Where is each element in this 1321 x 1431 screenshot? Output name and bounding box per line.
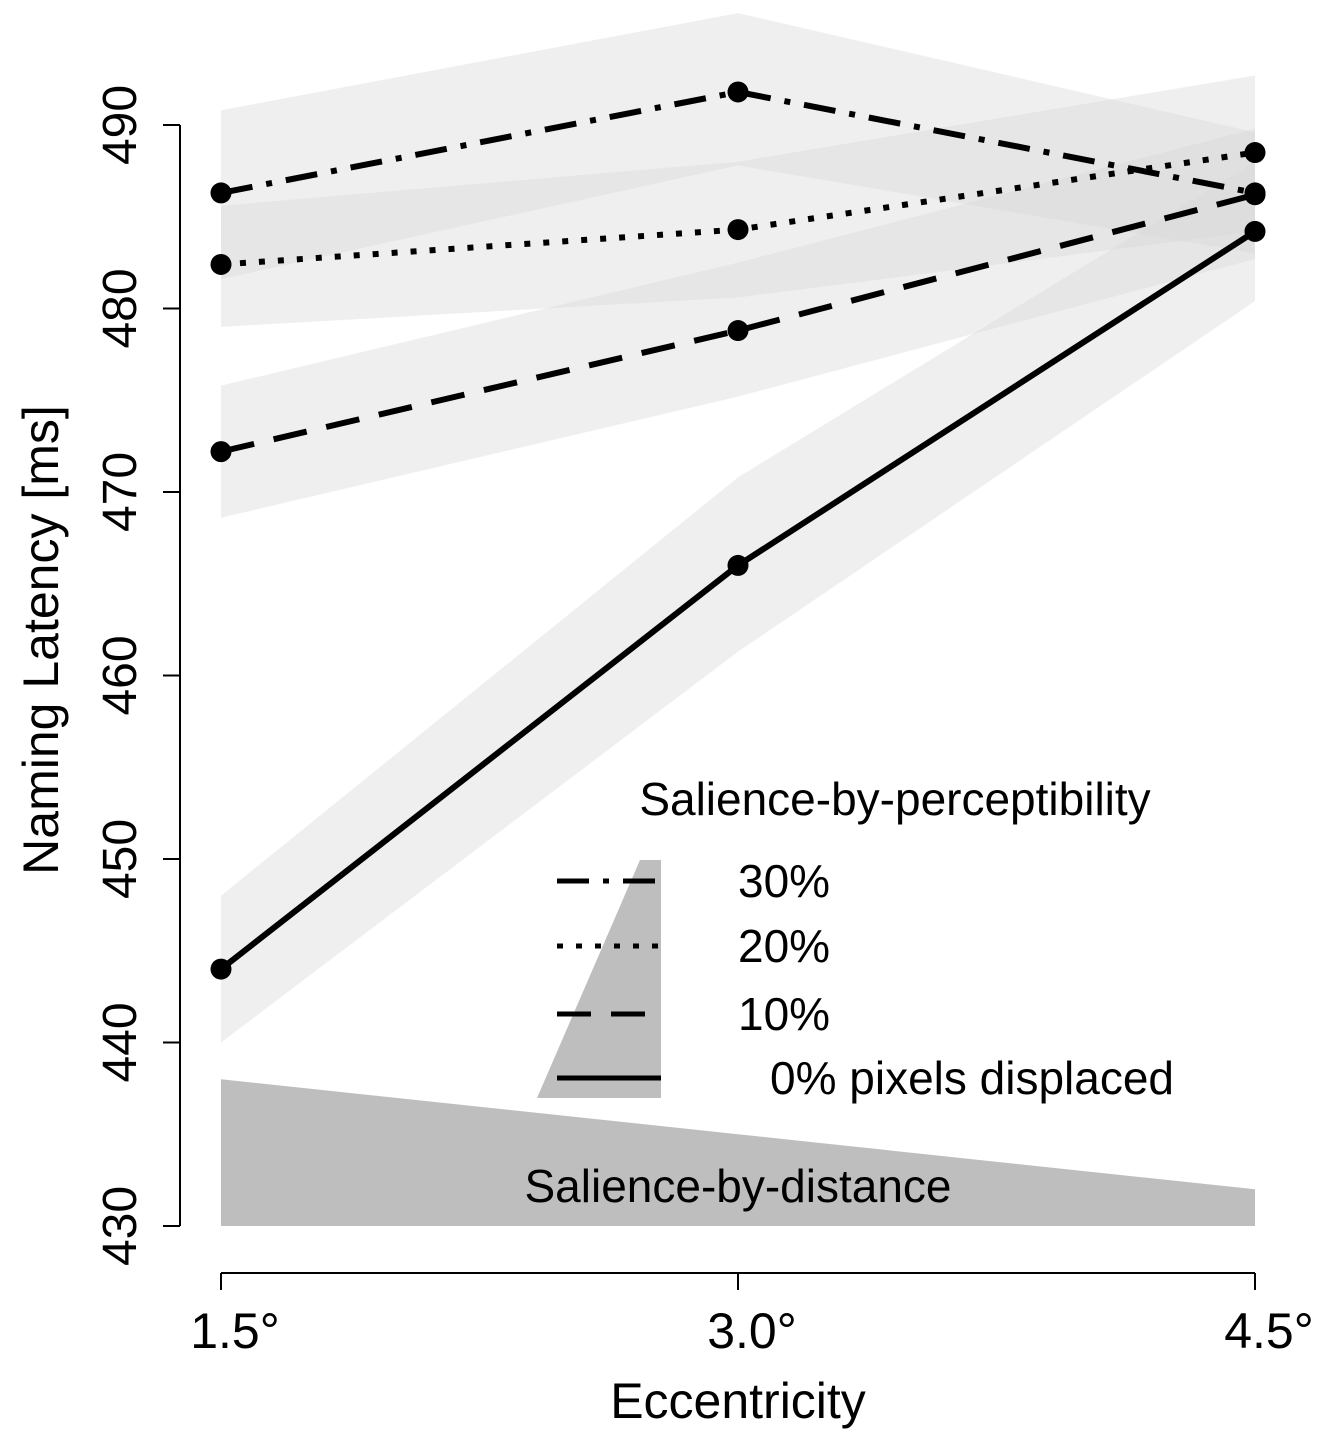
y-tick-label-5: 480: [94, 268, 147, 348]
perceptibility-wedge: [537, 860, 661, 1098]
y-tick-label-6: 490: [94, 85, 147, 165]
y-axis-title: Naming Latency [ms]: [13, 405, 69, 875]
legend-label-1: 20%: [738, 920, 830, 972]
ci-bands: [221, 13, 1255, 1043]
ci-band-1: [221, 75, 1255, 327]
legend: Salience-by-perceptibility 30% 20% 10% 0% p…: [537, 773, 1174, 1104]
ci-band-3: [221, 161, 1255, 1043]
data-point-2-1: [727, 320, 749, 342]
x-tick-label-0: 1.5°: [190, 1303, 280, 1359]
data-point-2-0: [210, 441, 232, 463]
ci-band-0: [221, 13, 1255, 280]
series-layer: [210, 81, 1266, 980]
distance-wedge-layer: [221, 1079, 1255, 1226]
y-tick-label-4: 470: [94, 452, 147, 532]
data-point-3-2: [1244, 220, 1266, 242]
data-point-3-0: [210, 958, 232, 980]
x-axis-title: Eccentricity: [610, 1373, 866, 1429]
data-point-0-1: [727, 81, 749, 103]
salience-by-distance-label: Salience-by-distance: [524, 1160, 951, 1212]
series-line-0: [220, 88, 1256, 196]
y-tick-label-2: 450: [94, 819, 147, 899]
legend-label-0: 30%: [738, 855, 830, 907]
x-tick-label-1: 3.0°: [707, 1303, 797, 1359]
data-point-1-0: [210, 253, 232, 275]
legend-label-2: 10%: [738, 988, 830, 1040]
y-tick-label-0: 430: [94, 1186, 147, 1266]
legend-label-3: 0% pixels displaced: [770, 1052, 1174, 1104]
series-line-2: [220, 191, 1256, 455]
data-point-2-2: [1244, 184, 1266, 206]
data-point-3-1: [727, 554, 749, 576]
data-point-1-1: [727, 219, 749, 241]
data-point-0-0: [210, 182, 232, 204]
legend-title: Salience-by-perceptibility: [639, 773, 1150, 825]
salience-by-distance-wedge: [221, 1079, 1255, 1226]
x-tick-label-2: 4.5°: [1224, 1303, 1314, 1359]
y-axis: 430 440 450 460 470 480 490: [94, 85, 181, 1266]
data-point-1-2: [1244, 142, 1266, 164]
y-tick-label-3: 460: [94, 635, 147, 715]
y-tick-label-1: 440: [94, 1002, 147, 1082]
x-axis: 1.5° 3.0° 4.5°: [190, 1272, 1314, 1359]
